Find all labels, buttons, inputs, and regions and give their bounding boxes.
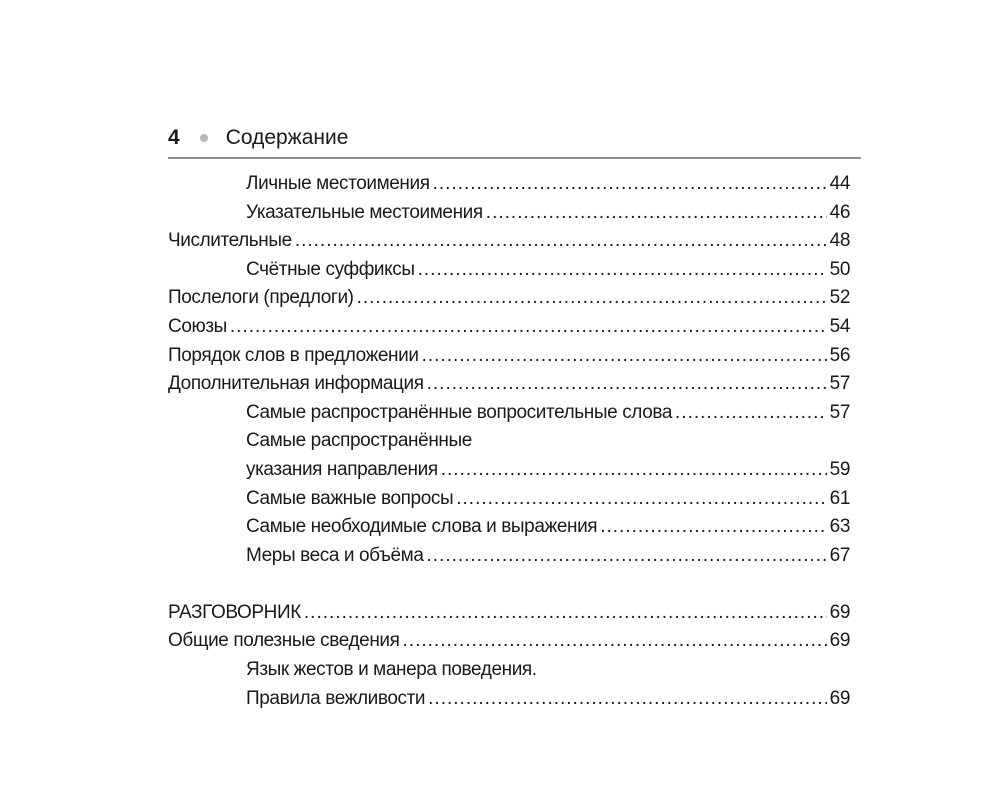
toc-entry: Правила вежливости 69 <box>168 688 850 717</box>
toc-entry-title: Союзы <box>168 315 227 337</box>
toc-entry-title: Числительные <box>168 230 292 252</box>
toc-entry: Общие полезные сведения 69 <box>168 630 850 659</box>
toc-entry-page: 56 <box>829 344 851 366</box>
toc-entry-title: Дополнительная информация <box>168 373 424 395</box>
toc-entry-title: Счётные суффиксы <box>246 258 415 280</box>
toc-entry: Самые распространённые вопросительные сл… <box>168 402 850 431</box>
toc-entry: Дополнительная информация 57 <box>168 373 850 402</box>
toc-entry-page: 61 <box>829 487 851 509</box>
toc-entry: РАЗГОВОРНИК 69 <box>168 573 850 630</box>
toc-entry: Числительные 48 <box>168 230 850 259</box>
toc-entry: Указательные местоимения 46 <box>168 202 850 231</box>
toc-entry: Меры веса и объёма 67 <box>168 545 850 574</box>
toc-entry-title: Самые распространённые <box>246 430 472 452</box>
dot-leader <box>675 402 827 424</box>
toc-entry: Язык жестов и манера поведения. <box>168 659 850 688</box>
toc-entry-page: 57 <box>829 401 851 423</box>
toc-entry: Послелоги (предлоги) 52 <box>168 287 850 316</box>
toc-entry-title: Самые распространённые вопросительные сл… <box>246 401 673 423</box>
toc-entry-page: 48 <box>829 230 851 252</box>
toc-entry-title: Правила вежливости <box>246 687 426 709</box>
toc-entry-page: 69 <box>829 630 851 652</box>
toc-entry: Счётные суффиксы 50 <box>168 259 850 288</box>
toc-entry-page: 54 <box>829 315 851 337</box>
dot-leader <box>600 516 826 538</box>
toc-entry-title: Общие полезные сведения <box>168 630 400 652</box>
dot-leader <box>304 602 827 624</box>
header-rule <box>168 157 861 159</box>
dot-leader <box>403 630 827 652</box>
toc-entry-title: Указательные местоимения <box>246 201 483 223</box>
toc-entry-page: 69 <box>829 602 851 624</box>
dot-leader <box>433 173 827 195</box>
toc-entry-page: 63 <box>829 516 851 538</box>
dot-leader <box>426 545 826 567</box>
running-header: 4 Содержание <box>168 126 348 150</box>
toc-entry-title: Порядок слов в предложении <box>168 344 419 366</box>
toc-entry: Личные местоимения 44 <box>168 173 850 202</box>
toc-entry-page: 44 <box>829 173 851 194</box>
table-of-contents: Личные местоимения 44 Указательные местоим… <box>168 173 850 716</box>
toc-entry-page: 67 <box>829 544 851 566</box>
toc-entry-page: 52 <box>829 287 851 309</box>
dot-leader <box>441 459 827 481</box>
toc-entry: Союзы 54 <box>168 316 850 345</box>
bullet-separator <box>199 134 208 142</box>
header-title: Содержание <box>225 126 349 149</box>
toc-entry-title: Меры веса и объёма <box>246 544 424 566</box>
toc-entry-page: 59 <box>829 458 851 480</box>
dot-leader <box>486 202 827 224</box>
toc-entry-page: 50 <box>829 258 851 280</box>
dot-leader <box>295 230 827 252</box>
toc-entry-page: 46 <box>829 201 851 223</box>
toc-entry-page: 57 <box>829 373 851 395</box>
dot-leader <box>456 488 826 510</box>
toc-entry-title: РАЗГОВОРНИК <box>168 602 301 624</box>
dot-leader <box>428 688 827 710</box>
toc-entry-title: Послелоги (предлоги) <box>168 287 354 309</box>
toc-entry-title: Язык жестов и манера поведения. <box>246 658 537 680</box>
toc-entry-title: Самые важные вопросы <box>246 487 454 509</box>
toc-entry: Порядок слов в предложении 56 <box>168 345 850 374</box>
toc-entry-title: Самые необходимые слова и выражения <box>246 516 598 538</box>
dot-leader <box>418 259 827 281</box>
toc-entry-title: Личные местоимения <box>246 173 430 194</box>
page-number: 4 <box>168 126 180 149</box>
toc-entry: Самые распространённые <box>168 430 850 459</box>
toc-entry-page: 69 <box>829 687 851 709</box>
dot-leader <box>230 316 827 338</box>
toc-entry: Самые необходимые слова и выражения 63 <box>168 516 850 545</box>
toc-entry: Самые важные вопросы 61 <box>168 488 850 517</box>
dot-leader <box>427 373 827 395</box>
toc-entry: указания направления 59 <box>168 459 850 488</box>
dot-leader <box>422 345 827 367</box>
toc-entry-title: указания направления <box>246 458 438 480</box>
dot-leader <box>357 287 827 309</box>
